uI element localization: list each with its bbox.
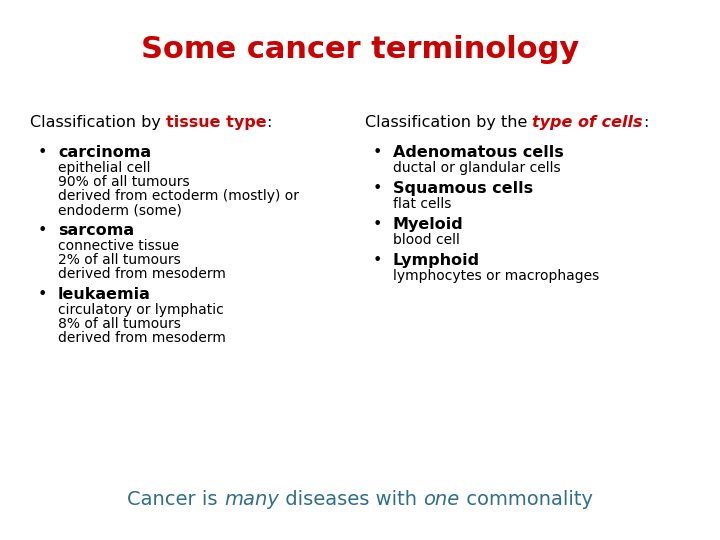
- Text: type of cells: type of cells: [533, 115, 643, 130]
- Text: one: one: [423, 490, 459, 509]
- Text: •: •: [38, 145, 48, 160]
- Text: circulatory or lymphatic: circulatory or lymphatic: [58, 303, 224, 317]
- Text: commonality: commonality: [459, 490, 593, 509]
- Text: derived from mesoderm: derived from mesoderm: [58, 267, 226, 281]
- Text: blood cell: blood cell: [393, 233, 460, 247]
- Text: many: many: [224, 490, 279, 509]
- Text: Classification by: Classification by: [30, 115, 166, 130]
- Text: endoderm (some): endoderm (some): [58, 203, 182, 217]
- Text: :: :: [266, 115, 272, 130]
- Text: 90% of all tumours: 90% of all tumours: [58, 175, 189, 189]
- Text: Squamous cells: Squamous cells: [393, 181, 533, 196]
- Text: Lymphoid: Lymphoid: [393, 253, 480, 268]
- Text: •: •: [373, 181, 382, 196]
- Text: carcinoma: carcinoma: [58, 145, 151, 160]
- Text: •: •: [38, 223, 48, 238]
- Text: lymphocytes or macrophages: lymphocytes or macrophages: [393, 269, 599, 283]
- Text: Classification by the: Classification by the: [365, 115, 533, 130]
- Text: 2% of all tumours: 2% of all tumours: [58, 253, 181, 267]
- Text: diseases with: diseases with: [279, 490, 423, 509]
- Text: derived from ectoderm (mostly) or: derived from ectoderm (mostly) or: [58, 189, 299, 203]
- Text: •: •: [373, 217, 382, 232]
- Text: Cancer is: Cancer is: [127, 490, 224, 509]
- Text: epithelial cell: epithelial cell: [58, 161, 150, 175]
- Text: leukaemia: leukaemia: [58, 287, 151, 302]
- Text: :: :: [643, 115, 649, 130]
- Text: connective tissue: connective tissue: [58, 239, 179, 253]
- Text: •: •: [373, 253, 382, 268]
- Text: ductal or glandular cells: ductal or glandular cells: [393, 161, 561, 175]
- Text: Some cancer terminology: Some cancer terminology: [141, 36, 579, 64]
- Text: derived from mesoderm: derived from mesoderm: [58, 331, 226, 345]
- Text: tissue type: tissue type: [166, 115, 266, 130]
- Text: flat cells: flat cells: [393, 197, 451, 211]
- Text: •: •: [373, 145, 382, 160]
- Text: Myeloid: Myeloid: [393, 217, 464, 232]
- Text: sarcoma: sarcoma: [58, 223, 134, 238]
- Text: Adenomatous cells: Adenomatous cells: [393, 145, 564, 160]
- Text: 8% of all tumours: 8% of all tumours: [58, 317, 181, 331]
- Text: •: •: [38, 287, 48, 302]
